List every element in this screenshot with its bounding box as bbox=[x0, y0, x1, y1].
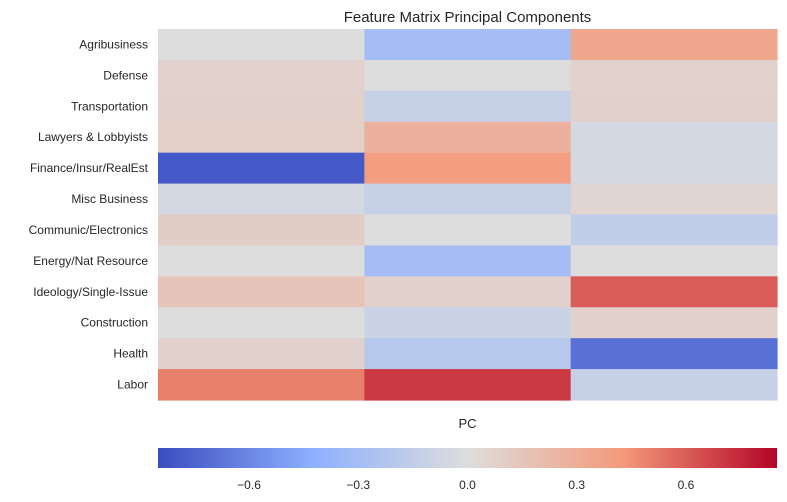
row-label: Energy/Nat Resource bbox=[33, 254, 148, 268]
heatmap-cell bbox=[158, 245, 365, 277]
colorbar-tick-label: −0.6 bbox=[237, 478, 261, 492]
heatmap-cell bbox=[364, 214, 572, 247]
heatmap-cell bbox=[570, 183, 778, 216]
colorbar-tick-label: −0.3 bbox=[346, 478, 370, 492]
heatmap-cell bbox=[158, 121, 365, 154]
row-label: Lawyers & Lobbyists bbox=[38, 130, 148, 144]
heatmap-cell bbox=[570, 245, 778, 277]
row-label: Communic/Electronics bbox=[29, 223, 148, 237]
row-label: Misc Business bbox=[71, 192, 148, 206]
heatmap-cell bbox=[158, 152, 365, 185]
heatmap-cell bbox=[364, 183, 572, 216]
heatmap-cell bbox=[364, 276, 572, 308]
colorbar-tick-label: 0.6 bbox=[678, 478, 695, 492]
heatmap-cell bbox=[570, 59, 778, 92]
heatmap-cell bbox=[570, 307, 778, 339]
heatmap-cell bbox=[158, 307, 365, 339]
row-label: Defense bbox=[103, 68, 148, 82]
row-label: Ideology/Single-Issue bbox=[33, 285, 148, 299]
heatmap-cell bbox=[158, 29, 365, 61]
row-label: Finance/Insur/RealEst bbox=[30, 161, 149, 175]
heatmap-cell bbox=[158, 214, 365, 247]
heatmap-cell bbox=[364, 338, 572, 370]
heatmap-cell bbox=[158, 276, 365, 308]
heatmap-cell bbox=[364, 121, 572, 154]
heatmap-cell bbox=[570, 276, 778, 308]
heatmap-cell bbox=[570, 152, 778, 185]
heatmap-cell bbox=[570, 369, 778, 401]
heatmap-cell bbox=[364, 307, 572, 339]
row-label: Labor bbox=[117, 378, 148, 392]
heatmap-cell bbox=[364, 369, 572, 401]
heatmap-cell bbox=[570, 214, 778, 247]
row-label: Health bbox=[113, 347, 148, 361]
heatmap-cell bbox=[364, 59, 572, 92]
row-labels: Agribusiness Defense Transportation Lawyers… bbox=[29, 37, 149, 391]
heatmap-cell bbox=[158, 90, 365, 123]
colorbar bbox=[158, 448, 777, 468]
colorbar-tick-label: 0.3 bbox=[568, 478, 585, 492]
heatmap-cell bbox=[158, 338, 365, 370]
heatmap-cell bbox=[364, 90, 572, 123]
heatmap-cell bbox=[158, 59, 365, 92]
heatmap-cell bbox=[364, 29, 572, 61]
heatmap-cell bbox=[570, 121, 778, 154]
x-axis-label: PC bbox=[458, 416, 476, 431]
heatmap-cell bbox=[364, 245, 572, 277]
heatmap-cell bbox=[364, 152, 572, 185]
colorbar-ticks: −0.6 −0.3 0.0 0.3 0.6 bbox=[237, 478, 694, 492]
row-label: Transportation bbox=[71, 99, 148, 113]
chart-title: Feature Matrix Principal Components bbox=[344, 9, 592, 26]
row-label: Construction bbox=[81, 316, 148, 330]
heatmap-cell bbox=[158, 369, 365, 401]
heatmap-cells bbox=[158, 29, 778, 401]
colorbar-tick-label: 0.0 bbox=[459, 478, 476, 492]
heatmap-cell bbox=[570, 29, 778, 61]
heatmap-cell bbox=[570, 90, 778, 123]
heatmap-cell bbox=[158, 183, 365, 216]
heatmap-cell bbox=[570, 338, 778, 370]
row-label: Agribusiness bbox=[79, 37, 148, 51]
